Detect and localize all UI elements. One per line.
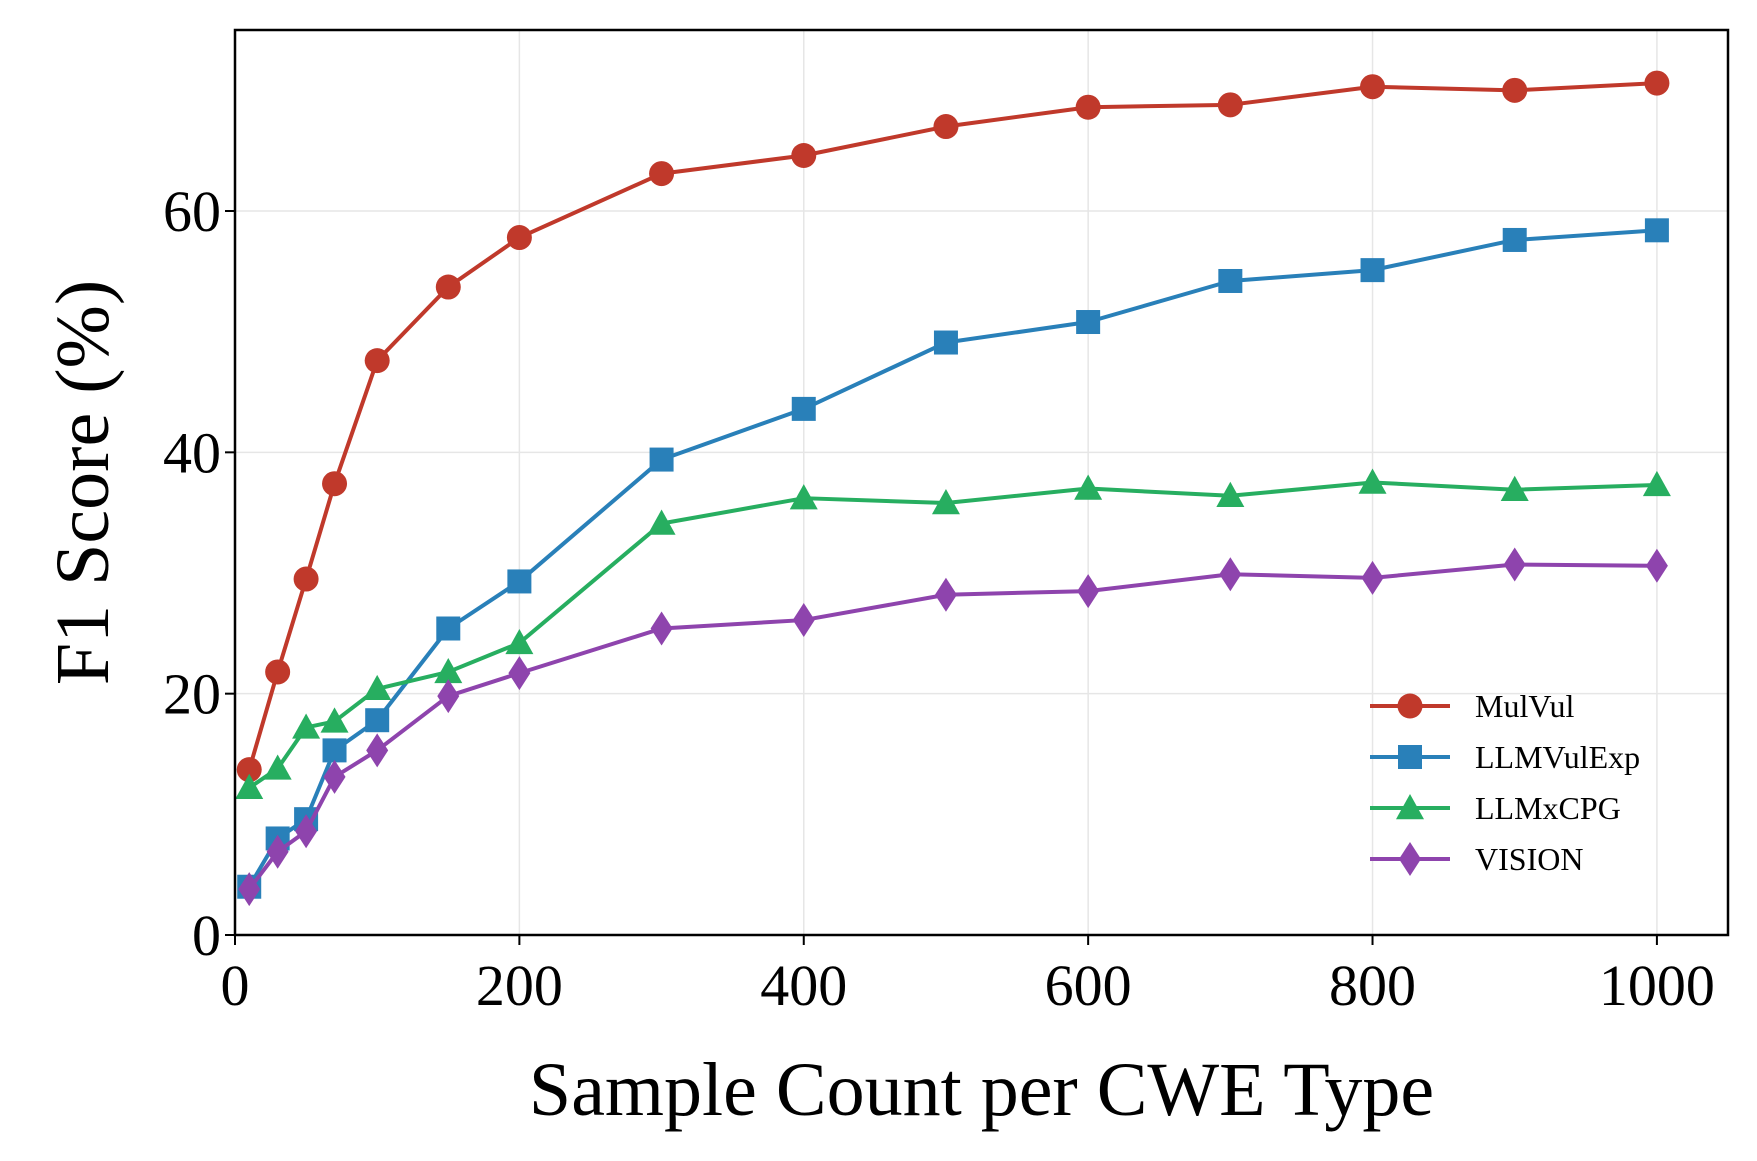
data-point <box>295 814 318 849</box>
x-tick-label: 600 <box>1045 953 1132 1018</box>
data-point <box>933 330 958 355</box>
legend-item: LLMVulExp <box>1370 739 1640 775</box>
legend-label: VISION <box>1475 841 1583 877</box>
data-point <box>506 225 532 251</box>
series-layer <box>235 70 1671 907</box>
data-point <box>365 708 390 733</box>
data-point <box>505 628 534 655</box>
legend-label: LLMVulExp <box>1475 739 1640 775</box>
data-point <box>238 872 261 907</box>
data-point <box>507 569 532 594</box>
data-point <box>792 603 815 638</box>
x-axis-title: Sample Count per CWE Type <box>529 1048 1434 1132</box>
x-tick-label: 200 <box>476 953 563 1018</box>
data-point <box>1500 475 1529 501</box>
y-tick-label: 60 <box>163 179 221 244</box>
data-point <box>236 757 262 783</box>
data-point <box>649 161 675 187</box>
data-point <box>647 509 676 535</box>
y-axis-title: F1 Score (%) <box>41 280 125 685</box>
legend-marker <box>1397 693 1423 719</box>
data-point <box>1361 560 1384 595</box>
data-point <box>1644 70 1670 96</box>
data-point <box>934 577 957 612</box>
legend-label: LLMxCPG <box>1475 790 1621 826</box>
data-point <box>235 773 264 799</box>
y-tick-label: 40 <box>163 420 221 485</box>
data-point <box>363 674 392 701</box>
data-point <box>931 489 960 515</box>
data-point <box>322 471 348 497</box>
data-point <box>1074 474 1103 500</box>
y-tick-label: 20 <box>163 662 221 727</box>
legend-marker <box>1398 745 1422 769</box>
x-tick-label: 1000 <box>1599 953 1715 1018</box>
data-point <box>650 611 673 646</box>
data-point <box>364 348 390 374</box>
data-point <box>436 616 461 641</box>
data-point <box>1077 574 1100 609</box>
data-point <box>1218 268 1243 293</box>
legend-marker <box>1396 794 1424 820</box>
data-point <box>320 707 349 733</box>
data-point <box>322 738 347 763</box>
plot-frame <box>233 28 1730 937</box>
data-point <box>1360 74 1386 100</box>
data-point <box>293 566 319 592</box>
series-llmxcpg <box>235 468 1671 799</box>
data-point <box>1644 218 1669 243</box>
data-point <box>366 733 389 768</box>
series-mulvul <box>236 70 1670 783</box>
data-point <box>435 274 461 300</box>
y-tick-label: 0 <box>192 903 221 968</box>
data-point <box>266 834 289 869</box>
legend-item: VISION <box>1370 841 1583 877</box>
data-point <box>1075 94 1101 120</box>
x-tick-label: 800 <box>1329 953 1416 1018</box>
data-point <box>437 679 460 714</box>
data-point <box>323 759 346 794</box>
x-tick-label: 0 <box>221 953 250 1018</box>
legend: MulVul LLMVulExp LLMxCPG VISION <box>1370 688 1640 877</box>
data-point <box>1502 77 1528 103</box>
data-point <box>1360 258 1385 283</box>
data-point <box>1645 548 1668 583</box>
legend-item: MulVul <box>1370 688 1575 724</box>
series-vision <box>238 547 1668 907</box>
data-point <box>1216 481 1245 507</box>
data-point <box>789 484 818 510</box>
data-point <box>1217 92 1243 118</box>
data-point <box>791 396 816 421</box>
legend-marker <box>1399 842 1421 876</box>
ticks: 0 200 400 600 800 1000 0 20 40 60 <box>163 179 1715 1018</box>
data-point <box>434 657 463 684</box>
data-point <box>791 142 817 168</box>
x-tick-label: 400 <box>760 953 847 1018</box>
data-point <box>1503 547 1526 582</box>
legend-label: MulVul <box>1475 688 1575 724</box>
data-point <box>1358 468 1387 494</box>
legend-item: LLMxCPG <box>1370 790 1621 826</box>
data-point <box>1076 310 1101 335</box>
data-point <box>1642 470 1671 497</box>
data-point <box>1502 227 1527 252</box>
data-point <box>649 447 674 472</box>
data-point <box>292 713 321 739</box>
data-point <box>265 659 291 685</box>
data-point <box>933 114 959 140</box>
data-point <box>508 656 531 691</box>
data-point <box>263 754 292 780</box>
data-point <box>1219 557 1242 592</box>
